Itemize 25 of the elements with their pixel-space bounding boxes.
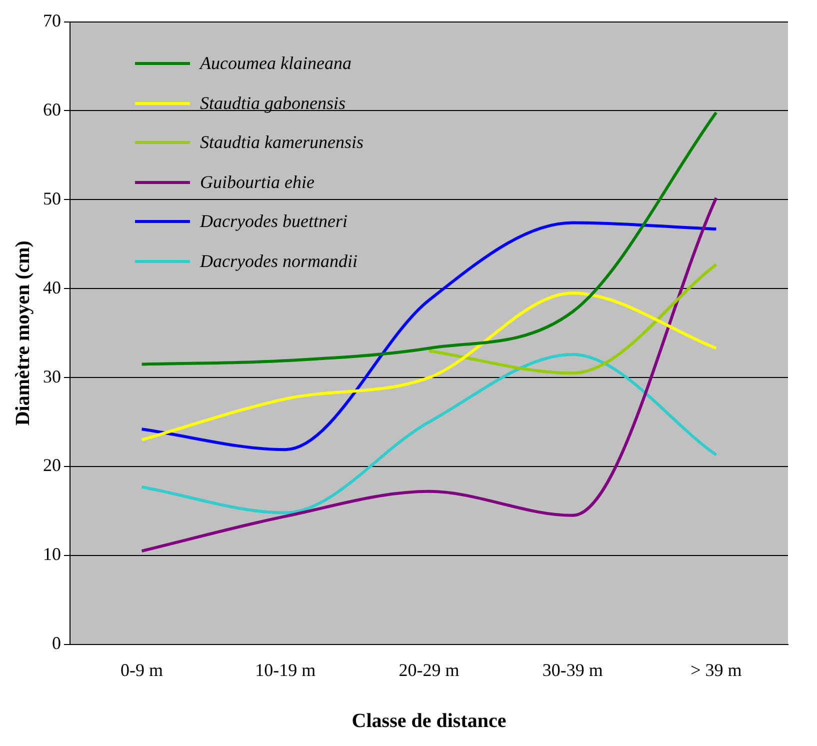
y-axis-title: Diamètre moyen (cm) — [12, 240, 34, 426]
legend-label: Dacryodes normandii — [200, 251, 358, 272]
line-series — [140, 292, 718, 442]
y-tick-label: 10 — [43, 544, 61, 564]
line-series — [140, 352, 718, 514]
x-tick-label: 0-9 m — [120, 660, 164, 680]
y-tick-label: 60 — [43, 99, 61, 120]
line-series — [140, 111, 718, 366]
legend-label: Staudtia gabonensis — [200, 92, 346, 114]
x-tick-label: 20-29 m — [398, 660, 460, 680]
y-tick-label: 40 — [43, 277, 61, 298]
y-tick-label: 50 — [43, 188, 61, 208]
y-tick-label: 0 — [52, 633, 61, 654]
line-series — [140, 196, 718, 553]
x-tick-label: > 39 m — [690, 660, 742, 680]
y-tick-label: 30 — [43, 366, 61, 386]
y-tick-label: 20 — [43, 455, 61, 476]
x-tick-label: 30-39 m — [542, 660, 603, 680]
legend-label: Dacryodes buettneri — [200, 211, 348, 232]
y-tick-label: 70 — [43, 10, 61, 31]
x-tick-label: 10-19 m — [255, 660, 316, 680]
legend-label: Guibourtia ehie — [200, 172, 314, 193]
x-axis-title: Classe de distance — [352, 710, 506, 732]
legend-label: Aucoumea klaineana — [200, 53, 352, 74]
legend-label: Staudtia kamerunensis — [200, 132, 364, 154]
